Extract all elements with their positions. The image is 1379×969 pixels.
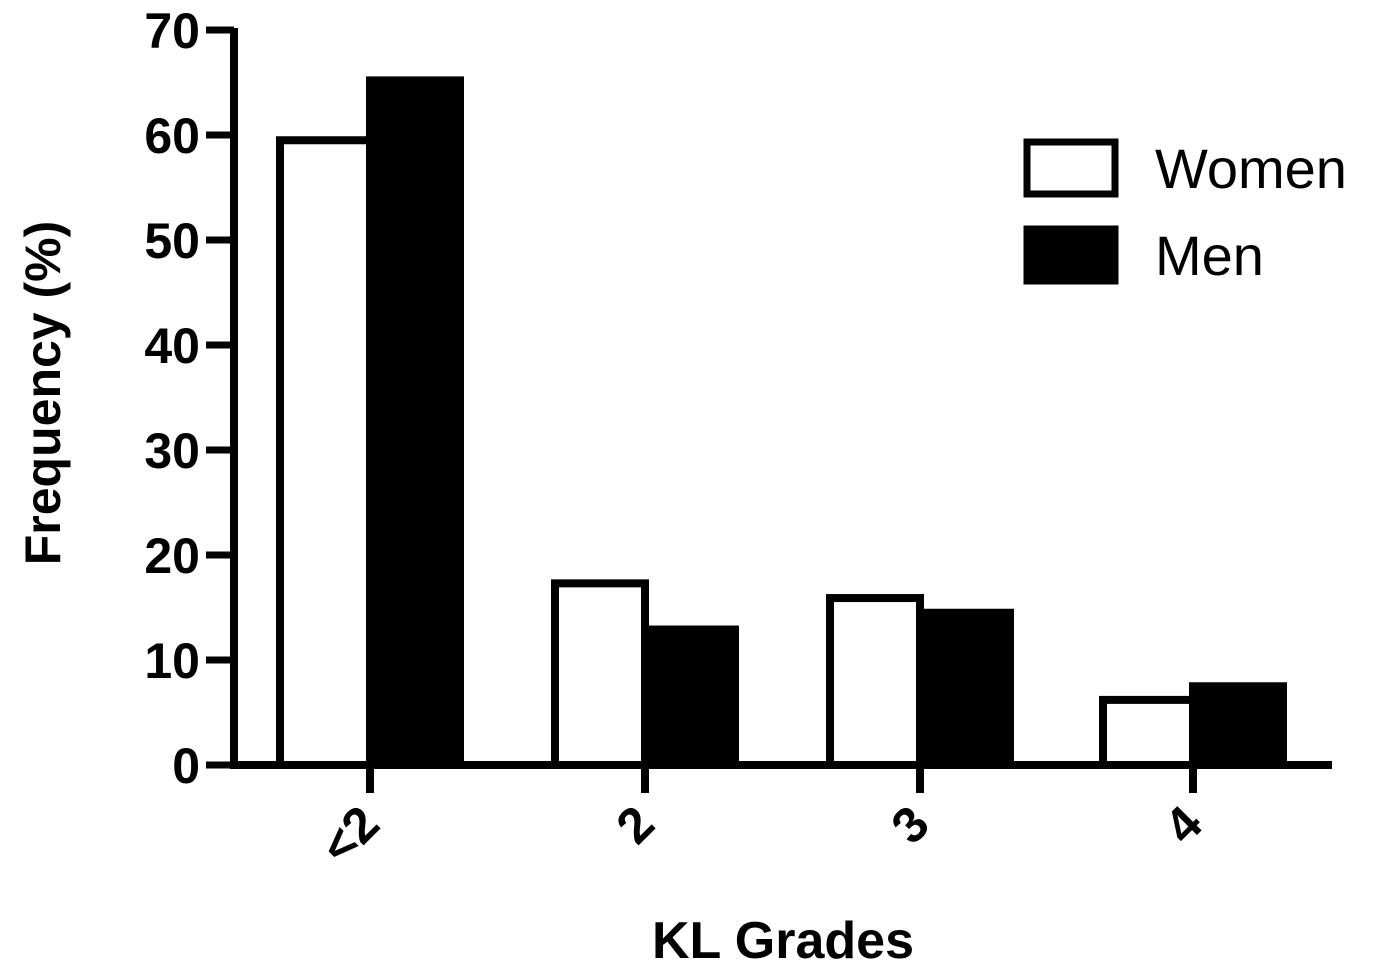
x-tick-label: <2: [310, 795, 390, 875]
x-tick-label: 4: [1154, 795, 1213, 854]
y-tick-label: 60: [144, 108, 200, 164]
x-ticks: <2 2 3 4: [310, 765, 1213, 875]
bar-men-3: [1189, 682, 1287, 769]
y-axis-title: Frequency (%): [15, 221, 71, 566]
axes-layer: [230, 28, 1332, 769]
y-tick-label: 40: [144, 318, 200, 374]
legend-swatch-women: [1023, 138, 1119, 198]
x-axis-title: KL Grades: [652, 912, 914, 969]
bar-men-0: [366, 76, 464, 769]
bar-women-0: [276, 136, 374, 769]
legend: Women Men: [1023, 137, 1347, 287]
y-ticks: 0 10 20 30 40 50 60 70: [144, 3, 234, 794]
bar-women-1: [551, 579, 649, 769]
bar-women-3: [1099, 695, 1197, 770]
legend-label-women: Women: [1155, 137, 1347, 200]
legend-label-men: Men: [1155, 224, 1264, 287]
legend-swatch-men: [1023, 225, 1119, 285]
y-tick-label: 30: [144, 423, 200, 479]
y-tick-label: 20: [144, 528, 200, 584]
bars-layer: [276, 76, 1287, 770]
y-tick-label: 0: [172, 738, 200, 794]
bar-men-1: [641, 625, 739, 769]
x-tick-label: 3: [881, 795, 940, 854]
bar-women-2: [826, 594, 924, 769]
x-tick-label: 2: [606, 795, 665, 854]
bar-men-2: [916, 608, 1014, 769]
y-tick-label: 10: [144, 633, 200, 689]
y-tick-label: 50: [144, 213, 200, 269]
y-tick-label: 70: [144, 3, 200, 59]
